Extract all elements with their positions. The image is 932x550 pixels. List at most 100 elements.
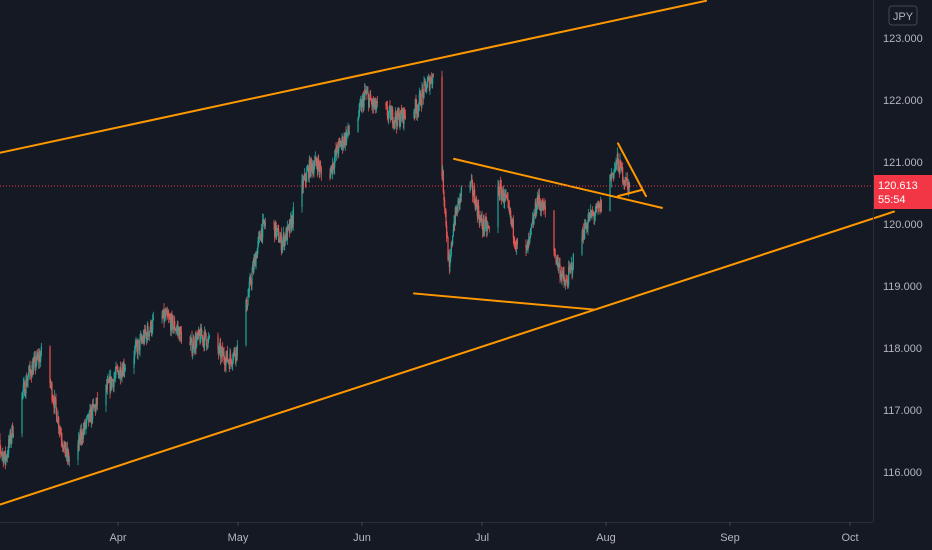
candle xyxy=(511,218,513,229)
candle xyxy=(179,326,181,343)
candle xyxy=(162,309,164,318)
candle xyxy=(456,205,458,217)
candle xyxy=(338,138,340,158)
candle xyxy=(290,212,292,225)
candle xyxy=(190,337,192,343)
candle xyxy=(386,100,388,120)
candle xyxy=(501,192,503,201)
candle xyxy=(108,370,110,383)
candle xyxy=(10,434,12,448)
candle xyxy=(164,309,166,323)
candle xyxy=(364,83,366,101)
candle xyxy=(171,310,173,321)
candle xyxy=(485,212,487,222)
candle xyxy=(394,107,396,129)
time-tick-label: Sep xyxy=(720,532,740,544)
candle xyxy=(310,157,312,172)
candle xyxy=(370,89,372,101)
candle xyxy=(282,226,284,247)
currency-label[interactable]: JPY xyxy=(888,5,918,26)
candle xyxy=(195,330,197,355)
candle xyxy=(388,104,390,119)
candle xyxy=(306,166,308,183)
candle xyxy=(616,147,618,171)
candle xyxy=(227,360,229,364)
candle xyxy=(207,336,209,349)
candle xyxy=(618,166,620,178)
candle xyxy=(12,422,14,438)
trendline-channel-lower[interactable] xyxy=(0,210,895,510)
candle xyxy=(315,156,317,167)
trendline-flag-lower[interactable] xyxy=(617,188,643,198)
price-tick-label: 121.000 xyxy=(883,157,923,169)
candle xyxy=(283,231,285,250)
candle xyxy=(488,225,490,233)
candle xyxy=(533,208,535,226)
candle xyxy=(197,329,199,340)
candle xyxy=(590,204,592,218)
price-tick-label: 120.000 xyxy=(883,219,923,231)
candle xyxy=(320,160,322,170)
candle xyxy=(331,165,333,175)
candle xyxy=(166,306,168,320)
candle xyxy=(624,179,626,190)
candle xyxy=(36,350,38,367)
candle xyxy=(220,346,222,363)
candle xyxy=(198,329,200,337)
candle xyxy=(475,197,477,210)
trendline-channel-upper[interactable] xyxy=(0,0,707,156)
candle xyxy=(192,334,194,349)
price-axis[interactable]: 116.000 117.000 118.000 119.000 120.000 121.0… xyxy=(883,33,923,479)
candle xyxy=(558,262,560,274)
candle xyxy=(194,347,196,353)
candle xyxy=(93,404,95,408)
candle xyxy=(541,199,543,209)
candle xyxy=(276,225,278,240)
candle xyxy=(362,92,364,108)
candle xyxy=(177,321,179,339)
candle xyxy=(114,371,116,382)
candle xyxy=(527,238,529,254)
candle xyxy=(450,241,452,257)
candle xyxy=(246,296,248,312)
candle xyxy=(148,330,150,342)
trendline-flag-upper[interactable] xyxy=(617,142,647,198)
candle xyxy=(399,114,401,131)
candle xyxy=(508,200,510,215)
candle xyxy=(452,223,454,237)
candle xyxy=(141,334,143,345)
candle xyxy=(279,231,281,243)
candle xyxy=(68,449,70,465)
candle xyxy=(421,82,423,108)
candle xyxy=(334,148,336,163)
candle xyxy=(162,309,164,320)
candle xyxy=(24,389,26,398)
trendline-triangle-lower[interactable] xyxy=(413,292,595,311)
candle xyxy=(194,332,196,355)
trendline-triangle-upper[interactable] xyxy=(453,157,663,209)
candle xyxy=(534,199,536,220)
candle xyxy=(122,360,124,377)
candle xyxy=(561,273,563,286)
candle xyxy=(422,90,424,105)
candle xyxy=(124,364,126,372)
candle xyxy=(442,169,444,195)
candle xyxy=(540,201,542,217)
candle xyxy=(27,377,29,388)
candle xyxy=(120,361,122,385)
candle xyxy=(316,157,318,169)
candle xyxy=(584,218,586,240)
candle xyxy=(250,274,252,286)
candle xyxy=(614,163,616,173)
candle xyxy=(284,235,286,251)
candle xyxy=(25,375,27,399)
candle xyxy=(432,73,434,89)
candle xyxy=(568,261,570,272)
candle xyxy=(400,110,402,128)
candle xyxy=(417,104,419,118)
candle xyxy=(488,225,490,229)
candle xyxy=(516,237,518,250)
time-axis[interactable]: Apr May Jun Jul Aug Sep Oct xyxy=(109,522,859,544)
candle xyxy=(142,336,144,344)
